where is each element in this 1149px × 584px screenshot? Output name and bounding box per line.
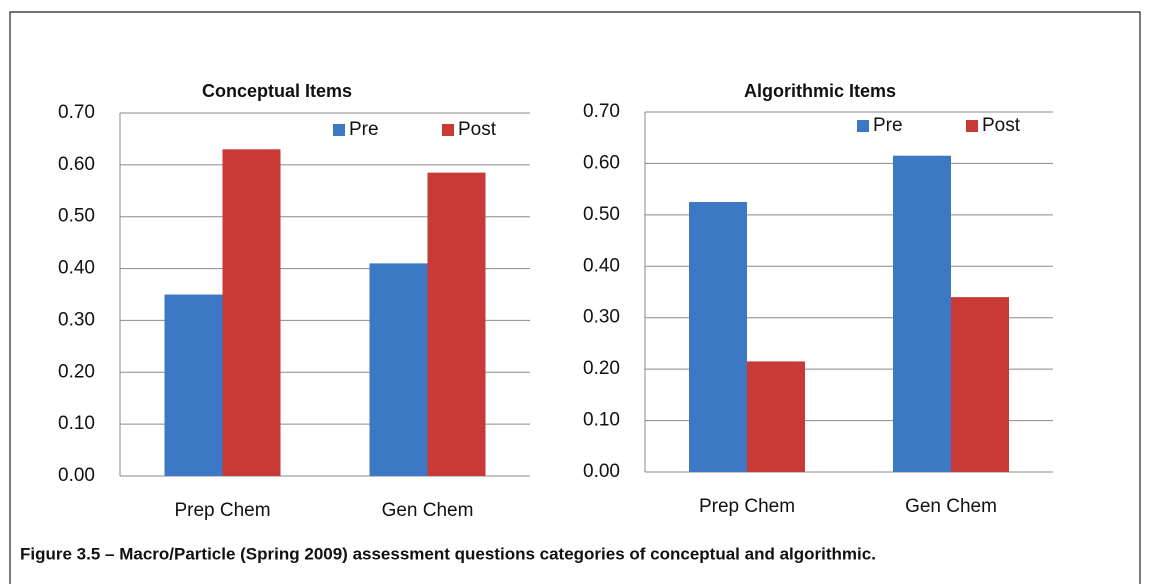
bar (689, 202, 747, 472)
y-tick-label: 0.30 (583, 307, 620, 328)
legend-label: Post (458, 119, 497, 140)
y-tick-label: 0.60 (583, 152, 620, 173)
chart-title: Conceptual Items (202, 81, 352, 101)
y-tick-label: 0.60 (58, 154, 95, 175)
x-tick-label: Gen Chem (905, 496, 997, 517)
chart-title: Algorithmic Items (744, 81, 896, 101)
y-tick-label: 0.40 (58, 258, 95, 279)
y-tick-label: 0.40 (583, 255, 620, 276)
bar (222, 149, 281, 477)
bar (164, 294, 223, 476)
bar (427, 172, 486, 476)
legend-label: Pre (349, 119, 379, 140)
y-tick-label: 0.10 (58, 413, 95, 434)
legend-swatch (966, 120, 978, 132)
bar (951, 297, 1009, 472)
caption: Figure 3.5 – Macro/Particle (Spring 2009… (20, 544, 876, 563)
y-tick-label: 0.30 (58, 309, 95, 330)
y-tick-label: 0.00 (583, 461, 620, 482)
y-tick-label: 0.10 (583, 410, 620, 431)
y-tick-label: 0.20 (583, 358, 620, 379)
x-tick-label: Prep Chem (174, 500, 270, 521)
legend-swatch (857, 120, 869, 132)
y-tick-label: 0.50 (58, 206, 95, 227)
legend-swatch (333, 124, 345, 136)
y-tick-label: 0.50 (583, 204, 620, 225)
y-tick-label: 0.70 (583, 101, 620, 122)
x-tick-label: Gen Chem (382, 500, 474, 521)
frame (9, 11, 1141, 584)
bar (893, 155, 951, 472)
legend-label: Pre (873, 115, 903, 136)
x-tick-label: Prep Chem (699, 496, 795, 517)
bar (747, 361, 805, 472)
y-tick-label: 0.20 (58, 361, 95, 382)
y-tick-label: 0.00 (58, 465, 95, 486)
y-tick-label: 0.70 (58, 102, 95, 123)
legend-label: Post (982, 115, 1021, 136)
bar (369, 263, 428, 476)
legend-swatch (442, 124, 454, 136)
